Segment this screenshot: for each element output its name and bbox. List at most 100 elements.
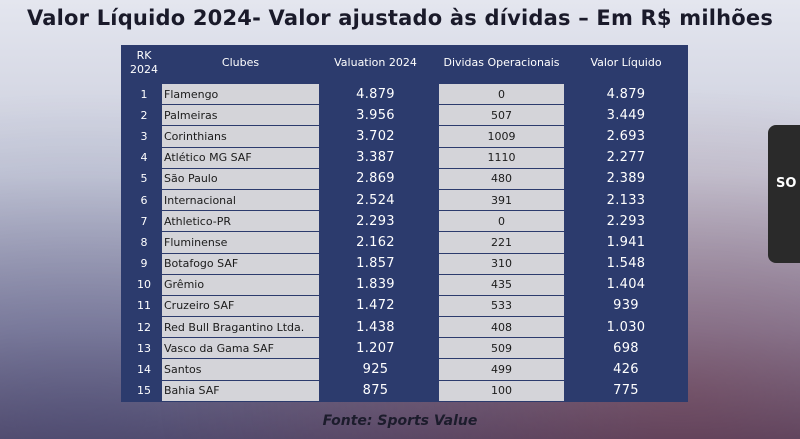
debts-cell: 499 (439, 359, 564, 380)
valuation-cell: 3.387 (356, 150, 395, 166)
club-cell: São Paulo (162, 168, 319, 189)
table-body: 1 Flamengo 4.879 0 4.879 2 Palmeiras 3.956 507 3.… (121, 84, 688, 402)
net-value-cell: 2.277 (606, 150, 646, 166)
debts-cell: 0 (439, 211, 564, 232)
ranking-table: RK 2024 Clubes Valuation 2024 Dividas Op… (121, 45, 688, 402)
valuation-cell: 925 (362, 362, 389, 378)
net-value-cell: 426 (613, 362, 639, 378)
rank-cell: 7 (140, 214, 148, 228)
table-row: 5 São Paulo 2.869 480 2.389 (121, 168, 688, 190)
net-value-cell: 939 (613, 298, 639, 314)
table-row: 12 Red Bull Bragantino Ltda. 1.438 408 1.030 (121, 317, 688, 338)
valuation-cell: 2.869 (356, 171, 395, 187)
rank-cell: 14 (137, 363, 151, 377)
valuation-cell: 4.879 (356, 86, 395, 102)
table-row: 11 Cruzeiro SAF 1.472 533 939 (121, 295, 688, 317)
valuation-cell: 3.956 (356, 107, 395, 123)
club-cell: Atlético MG SAF (162, 147, 319, 168)
rank-cell: 4 (140, 151, 148, 165)
net-value-cell: 2.389 (606, 171, 646, 187)
table-row: 6 Internacional 2.524 391 2.133 (121, 189, 688, 211)
source-note: Fonte: Sports Value (322, 413, 478, 429)
rank-cell: 12 (137, 320, 151, 334)
valuation-cell: 3.702 (356, 128, 395, 144)
debts-cell: 509 (439, 338, 564, 359)
valuation-cell: 1.857 (356, 256, 395, 272)
club-cell: Botafogo SAF (162, 253, 319, 274)
net-value-cell: 2.693 (606, 128, 646, 144)
rank-cell: 9 (140, 257, 148, 271)
side-overlay-text: SO (776, 176, 797, 191)
header-net: Valor Líquido (590, 56, 662, 69)
rank-cell: 13 (137, 341, 151, 355)
header-valuation: Valuation 2024 (334, 56, 417, 69)
net-value-cell: 1.548 (606, 256, 646, 272)
club-cell: Palmeiras (162, 105, 319, 126)
valuation-cell: 1.472 (356, 298, 395, 314)
club-cell: Red Bull Bragantino Ltda. (162, 317, 319, 338)
table-row: 2 Palmeiras 3.956 507 3.449 (121, 105, 688, 126)
club-cell: Flamengo (162, 84, 319, 105)
table-row: 13 Vasco da Gama SAF 1.207 509 698 (121, 338, 688, 359)
debts-cell: 1110 (439, 147, 564, 168)
net-value-cell: 775 (613, 383, 639, 399)
valuation-cell: 1.839 (356, 277, 395, 293)
header-club: Clubes (221, 56, 260, 69)
rank-cell: 3 (140, 129, 148, 143)
table-row: 15 Bahia SAF 875 100 775 (121, 380, 688, 402)
debts-cell: 480 (439, 168, 564, 189)
net-value-cell: 698 (613, 340, 639, 356)
net-value-cell: 1.941 (606, 234, 646, 250)
debts-cell: 408 (439, 317, 564, 338)
debts-cell: 435 (439, 274, 564, 295)
table-row: 14 Santos 925 499 426 (121, 359, 688, 380)
net-value-cell: 2.293 (606, 213, 646, 229)
club-cell: Internacional (162, 189, 319, 211)
club-cell: Cruzeiro SAF (162, 295, 319, 317)
table-row: 10 Grêmio 1.839 435 1.404 (121, 274, 688, 296)
header-rank: RK 2024 (127, 45, 161, 81)
rank-cell: 2 (140, 108, 148, 122)
debts-cell: 391 (439, 189, 564, 211)
rank-cell: 6 (140, 193, 148, 207)
debts-cell: 533 (439, 295, 564, 317)
club-cell: Athletico-PR (162, 211, 319, 232)
rank-cell: 10 (137, 278, 151, 292)
table-row: 1 Flamengo 4.879 0 4.879 (121, 84, 688, 105)
table-row: 4 Atlético MG SAF 3.387 1110 2.277 (121, 147, 688, 169)
rank-cell: 1 (140, 87, 148, 101)
valuation-cell: 1.207 (356, 340, 395, 356)
header-rank-line1: RK (136, 49, 152, 62)
rank-cell: 15 (137, 384, 151, 398)
debts-cell: 1009 (439, 126, 564, 147)
valuation-cell: 2.293 (356, 213, 395, 229)
valuation-cell: 875 (362, 383, 389, 399)
debts-cell: 0 (439, 84, 564, 105)
rank-cell: 5 (140, 172, 148, 186)
header-rank-line2: 2024 (130, 63, 158, 76)
club-cell: Grêmio (162, 274, 319, 295)
side-overlay-panel (768, 125, 800, 263)
debts-cell: 507 (439, 105, 564, 126)
debts-cell: 221 (439, 232, 564, 253)
table-row: 3 Corinthians 3.702 1009 2.693 (121, 126, 688, 147)
club-cell: Vasco da Gama SAF (162, 338, 319, 359)
table-row: 9 Botafogo SAF 1.857 310 1.548 (121, 253, 688, 275)
valuation-cell: 2.524 (356, 192, 395, 208)
valuation-cell: 2.162 (356, 234, 395, 250)
rank-cell: 11 (137, 299, 151, 313)
net-value-cell: 4.879 (606, 86, 646, 102)
debts-cell: 310 (439, 253, 564, 274)
club-cell: Fluminense (162, 232, 319, 253)
rank-cell: 8 (140, 235, 148, 249)
valuation-cell: 1.438 (356, 319, 395, 335)
net-value-cell: 2.133 (606, 192, 646, 208)
net-value-cell: 3.449 (606, 107, 646, 123)
net-value-cell: 1.030 (606, 319, 646, 335)
table-row: 8 Fluminense 2.162 221 1.941 (121, 232, 688, 253)
club-cell: Bahia SAF (162, 380, 319, 401)
table-row: 7 Athletico-PR 2.293 0 2.293 (121, 211, 688, 232)
header-debts: Dividas Operacionais (443, 56, 560, 69)
club-cell: Corinthians (162, 126, 319, 147)
net-value-cell: 1.404 (606, 277, 646, 293)
